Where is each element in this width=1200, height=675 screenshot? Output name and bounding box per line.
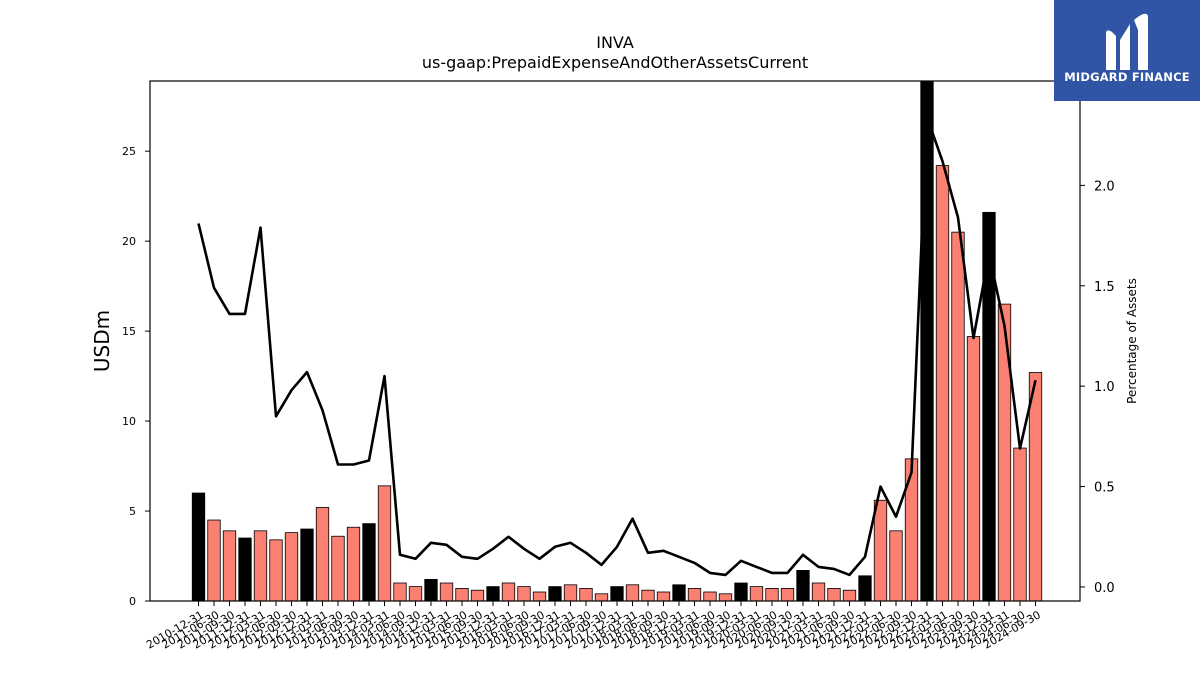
bar — [796, 570, 810, 602]
y-tick-label: 5 — [129, 505, 136, 518]
bar — [858, 575, 872, 602]
y-tick-label: 15 — [122, 325, 136, 338]
y2-tick-label: 1.0 — [1094, 380, 1115, 395]
y-tick-label: 0 — [129, 595, 136, 608]
bar — [672, 584, 686, 602]
bar — [517, 586, 531, 602]
bar — [424, 579, 438, 602]
bar — [269, 539, 283, 602]
percentage-line-group — [197, 115, 1037, 577]
x-axis: 2010-12-312011-06-302011-09-302011-12-31… — [144, 601, 1043, 652]
bar — [827, 588, 841, 602]
bar — [842, 589, 857, 602]
y-axis-label: USDm — [90, 310, 114, 372]
bar — [610, 586, 624, 602]
y-tick-label: 10 — [122, 415, 136, 428]
bar — [300, 528, 314, 602]
bar — [920, 80, 934, 602]
bar — [253, 530, 268, 602]
bar — [904, 458, 919, 602]
bar — [951, 231, 965, 602]
y-tick-label: 25 — [122, 145, 136, 158]
chart-title: INVA — [596, 33, 634, 52]
bar — [455, 588, 469, 602]
bar — [873, 499, 888, 602]
bar — [501, 582, 516, 602]
bar — [238, 537, 252, 602]
bar — [641, 589, 655, 602]
bar — [331, 535, 345, 602]
y2-axis-label: Percentage of Assets — [1125, 278, 1139, 404]
bar — [315, 507, 330, 602]
logo-mark-icon — [1106, 13, 1148, 70]
y2-tick-label: 2.0 — [1094, 179, 1115, 194]
bar — [346, 526, 361, 602]
bar — [393, 582, 407, 602]
bar — [594, 593, 609, 602]
brand-logo: MIDGARD FINANCE — [1054, 0, 1200, 101]
y-tick-label: 20 — [122, 235, 136, 248]
percentage-line — [197, 115, 1037, 577]
bar — [997, 303, 1012, 602]
bar — [765, 588, 779, 602]
y-axis: 0 5 10 15 20 25 — [122, 145, 150, 608]
bar — [811, 582, 826, 602]
bar — [718, 593, 733, 602]
bar — [548, 586, 562, 602]
bar — [377, 485, 392, 602]
bar — [191, 492, 206, 602]
bar — [408, 586, 423, 602]
y2-axis: 0.0 0.5 1.0 1.5 2.0 — [1080, 179, 1115, 596]
bar — [966, 336, 981, 602]
bar — [486, 586, 500, 602]
bar — [1028, 372, 1043, 602]
bar — [734, 582, 748, 602]
y2-tick-label: 1.5 — [1094, 280, 1115, 295]
bar — [935, 165, 950, 602]
bar — [470, 589, 485, 602]
y2-tick-label: 0.0 — [1094, 581, 1115, 596]
bar — [625, 584, 640, 602]
bar-group — [191, 80, 1043, 602]
bar — [439, 582, 454, 602]
bar — [579, 588, 593, 602]
bar — [703, 591, 717, 602]
chart-subtitle: us-gaap:PrepaidExpenseAndOtherAssetsCurr… — [422, 53, 808, 72]
bar — [656, 591, 671, 602]
bar — [749, 586, 764, 602]
bar — [207, 519, 221, 602]
bar — [563, 584, 578, 602]
bar — [284, 532, 299, 602]
logo-text: MIDGARD FINANCE — [1064, 70, 1190, 84]
plot-frame — [149, 80, 1081, 602]
y2-tick-label: 0.5 — [1094, 481, 1115, 496]
bar — [889, 530, 903, 602]
bar — [362, 523, 376, 602]
bar — [1013, 447, 1027, 602]
bar — [222, 530, 237, 602]
bar — [687, 588, 702, 602]
bar — [532, 591, 547, 602]
bar — [780, 588, 795, 602]
